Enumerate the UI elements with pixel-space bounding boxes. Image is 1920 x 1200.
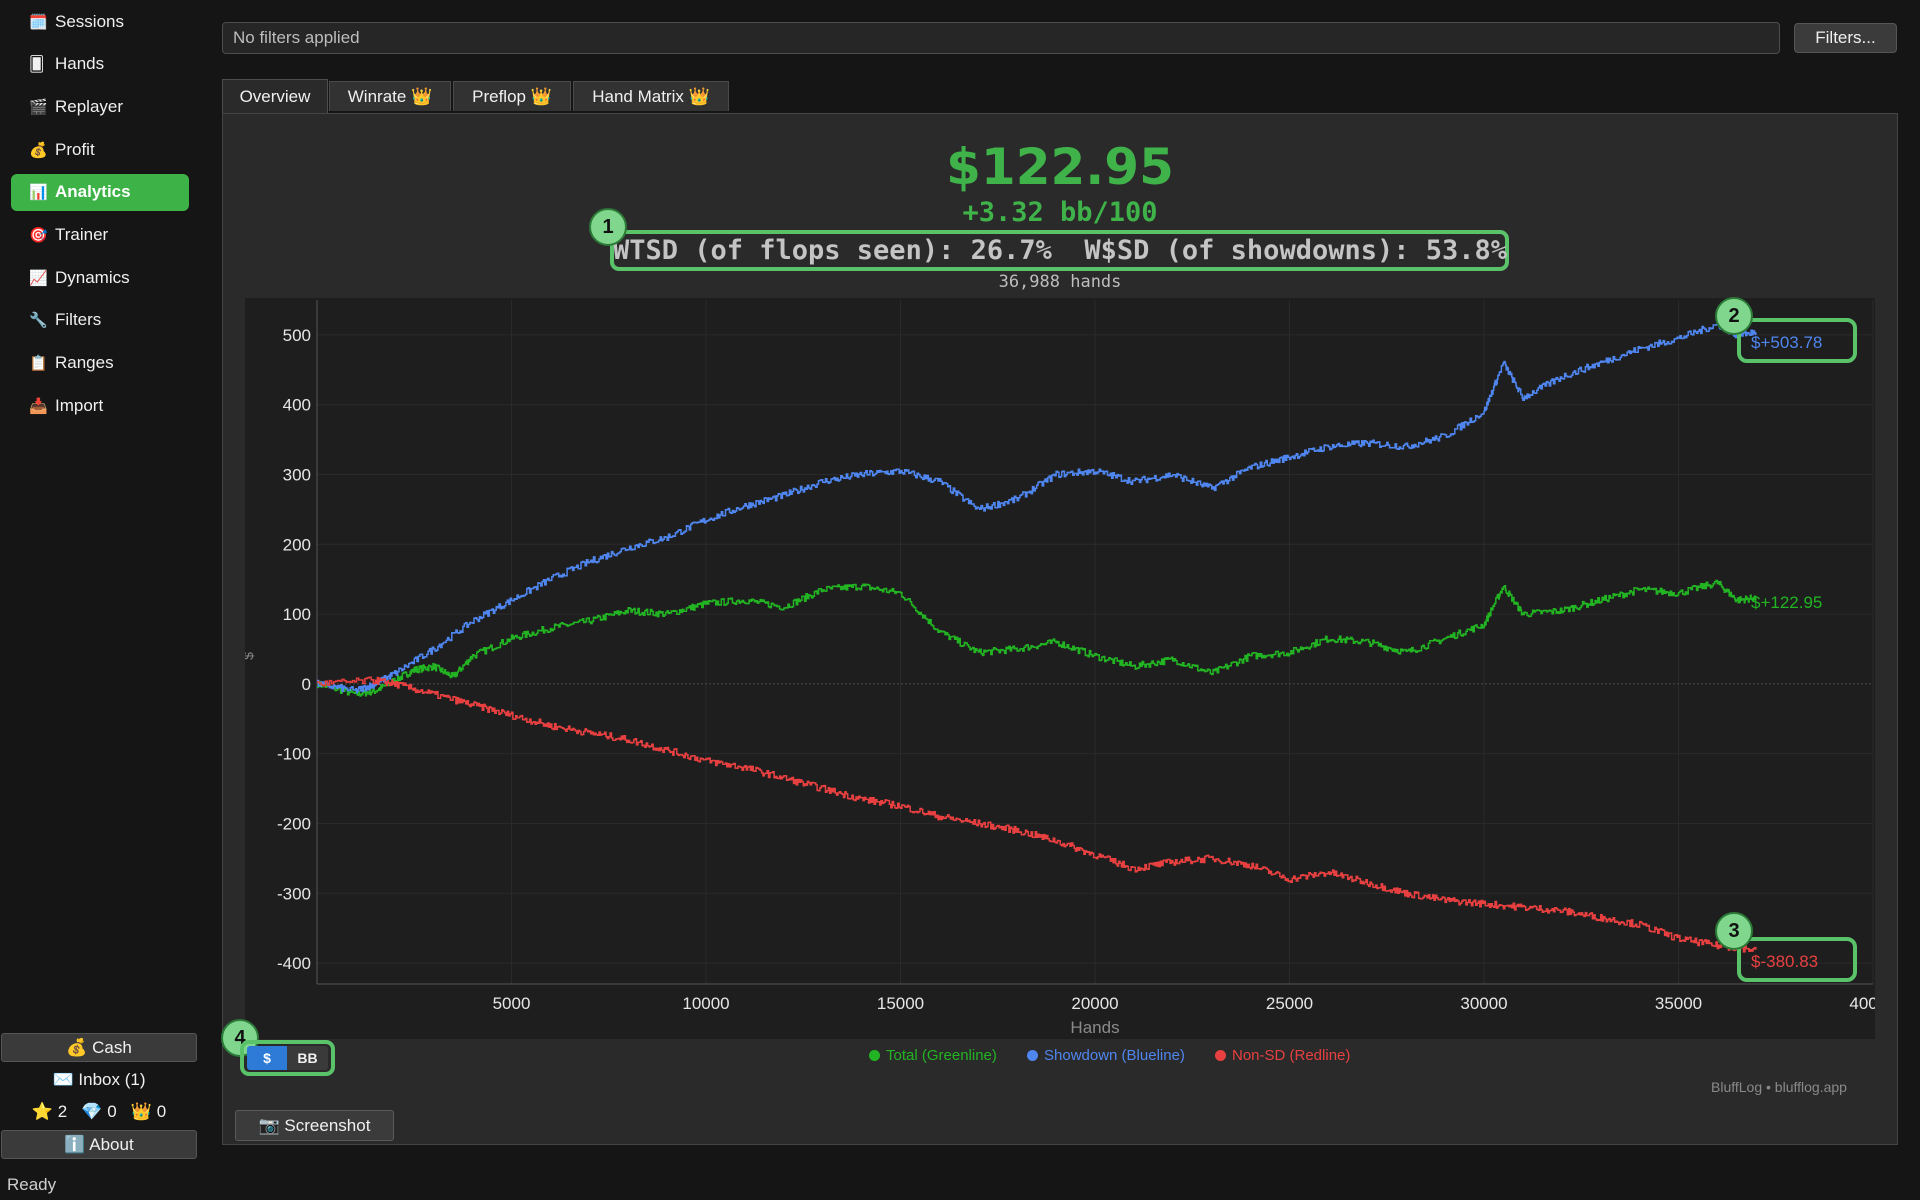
x-tick-label: 25000: [1266, 994, 1313, 1013]
x-tick-label: 20000: [1071, 994, 1118, 1013]
y-tick-label: 200: [283, 535, 311, 554]
sidebar-item-sessions[interactable]: 🗓️ Sessions: [11, 3, 189, 40]
end-label-highlight: [1737, 937, 1857, 982]
watermark: BluffLog • blufflog.app: [1711, 1079, 1847, 1095]
legend-label-showdown: Showdown (Blueline): [1044, 1047, 1185, 1064]
sidebar-item-import[interactable]: 📥 Import: [11, 387, 189, 424]
x-axis-label: Hands: [1070, 1018, 1119, 1037]
y-tick-label: -200: [277, 814, 311, 833]
legend-non-sd: Non-SD (Redline): [1215, 1047, 1350, 1064]
tab-overview[interactable]: Overview: [222, 79, 328, 113]
series-end-label: $-380.83: [1751, 952, 1818, 971]
sidebar-item-label: Ranges: [55, 353, 114, 373]
x-tick-label: 15000: [877, 994, 924, 1013]
callout-badge-2: 2: [1715, 297, 1753, 335]
bar-chart-icon: 📊: [29, 184, 48, 202]
screenshot-button[interactable]: 📷 Screenshot: [235, 1110, 394, 1141]
sidebar-item-label: Import: [55, 395, 104, 415]
filter-input[interactable]: [222, 22, 1780, 54]
bb-per-100: +3.32 bb/100: [962, 197, 1158, 228]
unit-bb-button[interactable]: BB: [287, 1046, 328, 1070]
sidebar-item-label: Analytics: [55, 182, 131, 202]
clipboard-icon: 📋: [29, 355, 48, 373]
trend-icon: 📈: [29, 269, 48, 287]
sidebar-item-trainer[interactable]: 🎯 Trainer: [11, 217, 189, 254]
series-end-label: $+503.78: [1751, 333, 1822, 352]
sidebar-item-label: Profit: [55, 139, 95, 159]
inbox-tray-icon: 📥: [29, 397, 48, 415]
about-button[interactable]: ℹ️ About: [1, 1130, 197, 1159]
clapper-icon: 🎬: [29, 98, 48, 116]
tab-hand-matrix[interactable]: Hand Matrix 👑: [573, 81, 729, 111]
legend-dot-total: [869, 1050, 880, 1061]
y-tick-label: 300: [283, 465, 311, 484]
hands-count: 36,988 hands: [998, 272, 1122, 292]
sidebar-item-label: Dynamics: [55, 267, 130, 287]
legend-total: Total (Greenline): [869, 1047, 997, 1064]
sidebar: 🗓️ Sessions 🂠 Hands 🎬 Replayer 💰 Profit 📊 Analyti…: [0, 0, 202, 1180]
wrench-icon: 🔧: [29, 312, 48, 330]
sidebar-item-label: Trainer: [55, 225, 109, 244]
cash-button[interactable]: 💰 Cash: [1, 1033, 197, 1062]
tab-preflop[interactable]: Preflop 👑: [453, 81, 571, 111]
sidebar-item-profit[interactable]: 💰 Profit: [11, 131, 189, 168]
sidebar-item-label: Filters: [55, 310, 102, 330]
wtsd-stats: WTSD (of flops seen): 26.7% W$SD (of sho…: [612, 235, 1508, 266]
unit-toggle-highlight: [240, 1040, 335, 1076]
x-tick-label: 35000: [1655, 994, 1702, 1013]
y-tick-label: -300: [277, 884, 311, 903]
money-bag-icon: 💰: [29, 141, 48, 159]
unit-dollar-button[interactable]: $: [247, 1046, 287, 1070]
sidebar-item-dynamics[interactable]: 📈 Dynamics: [11, 259, 189, 296]
total-profit: $122.95: [946, 138, 1174, 196]
y-tick-label: -100: [277, 745, 311, 764]
end-label-highlight: [1737, 318, 1857, 363]
sidebar-item-label: Replayer: [55, 96, 124, 116]
y-tick-label: 400: [283, 396, 311, 415]
legend-dot-showdown: [1027, 1050, 1038, 1061]
sidebar-item-label: Hands: [55, 54, 105, 74]
sidebar-item-replayer[interactable]: 🎬 Replayer: [11, 88, 189, 125]
profit-chart: 500010000150002000025000300003500040000-…: [245, 298, 1875, 1039]
sidebar-item-filters[interactable]: 🔧 Filters: [11, 302, 189, 339]
legend-label-non-sd: Non-SD (Redline): [1232, 1047, 1351, 1064]
status-bar: Ready: [7, 1175, 57, 1194]
wtsd-highlight: [610, 230, 1509, 271]
y-tick-label: 100: [283, 605, 311, 624]
series-line-showdown: [317, 322, 1757, 694]
x-tick-label: 5000: [493, 994, 531, 1013]
target-icon: 🎯: [29, 227, 48, 244]
inbox-button[interactable]: ✉️ Inbox (1): [52, 1070, 146, 1089]
y-tick-label: 0: [302, 675, 311, 694]
series-end-label: $+122.95: [1751, 593, 1822, 612]
callout-badge-3: 3: [1715, 912, 1753, 950]
sidebar-item-hands[interactable]: 🂠 Hands: [11, 46, 189, 83]
callout-badge-1: 1: [589, 208, 627, 246]
x-tick-label: 30000: [1460, 994, 1507, 1013]
series-line-total: [317, 579, 1757, 697]
filters-button[interactable]: Filters...: [1794, 23, 1897, 53]
legend-label-total: Total (Greenline): [886, 1047, 997, 1064]
y-tick-label: 500: [283, 326, 311, 345]
sidebar-item-ranges[interactable]: 📋 Ranges: [11, 345, 189, 382]
calendar-icon: 🗓️: [29, 13, 48, 31]
x-tick-label: 10000: [682, 994, 729, 1013]
series-line-non-sd: [317, 676, 1757, 953]
sidebar-item-analytics[interactable]: 📊 Analytics: [11, 173, 189, 211]
rewards-counters: ⭐ 2 💎 0 👑 0: [31, 1102, 167, 1121]
legend-showdown: Showdown (Blueline): [1027, 1047, 1185, 1064]
y-tick-label: -400: [277, 954, 311, 973]
tab-winrate[interactable]: Winrate 👑: [329, 81, 451, 111]
y-axis-label: $: [245, 652, 256, 660]
sidebar-item-label: Sessions: [55, 11, 124, 31]
card-icon: 🂠: [29, 56, 45, 74]
legend-dot-non-sd: [1215, 1050, 1226, 1061]
x-tick-label: 40000: [1849, 994, 1875, 1013]
